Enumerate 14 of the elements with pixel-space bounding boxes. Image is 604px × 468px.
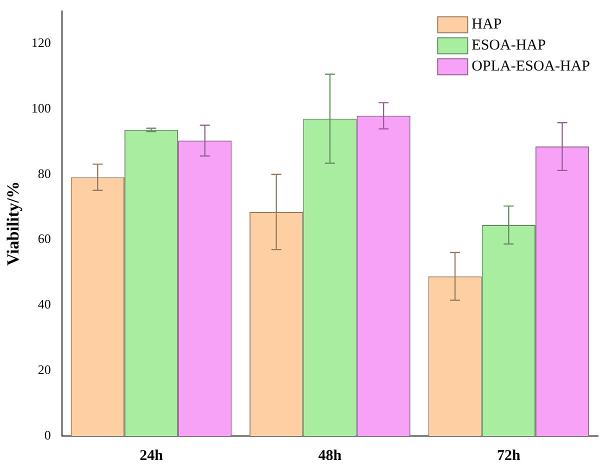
y-axis-title: Viability/%	[4, 181, 23, 266]
y-tick-label: 60	[38, 231, 51, 246]
x-tick-label: 24h	[140, 448, 164, 464]
legend-label: OPLA-ESOA-HAP	[472, 58, 590, 75]
y-tick-label: 80	[38, 166, 51, 181]
x-tick-label: 72h	[496, 448, 521, 464]
y-tick-label: 100	[31, 100, 51, 116]
legend-label: ESOA-HAP	[472, 38, 546, 54]
x-tick-label: 48h	[318, 448, 342, 464]
y-tick-label: 20	[38, 362, 51, 378]
y-tick-label: 40	[38, 296, 51, 312]
y-tick-label: 0	[44, 427, 51, 442]
legend-label: HAP	[472, 16, 502, 33]
y-tick-label: 120	[31, 34, 51, 50]
